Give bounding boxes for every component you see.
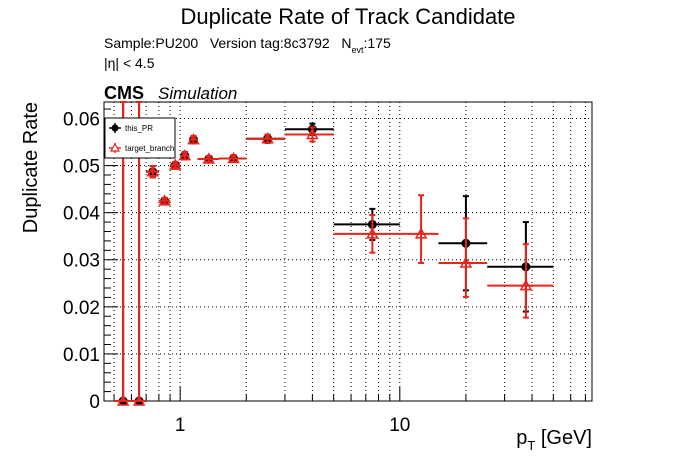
- legend-marker: [109, 142, 121, 152]
- nevt-subscript: evt: [351, 45, 364, 55]
- data-point: [227, 151, 240, 164]
- data-point: [116, 394, 130, 406]
- sample-label: Sample:PU200: [104, 35, 199, 51]
- experiment-label-block: CMS Simulation: [104, 83, 237, 104]
- legend-marker: [111, 124, 119, 132]
- simulation-label: Simulation: [158, 84, 238, 103]
- plot-frame: [103, 101, 593, 402]
- eta-cut-label: |η| < 4.5: [104, 55, 155, 71]
- data-point: [187, 133, 200, 145]
- y-tick-label: 0.06: [63, 109, 100, 130]
- x-axis-label-main: p: [516, 427, 527, 449]
- nevt-value: :175: [363, 35, 391, 51]
- cms-label: CMS: [104, 83, 144, 103]
- data-point: [261, 132, 274, 144]
- data-point: [459, 256, 473, 268]
- version-tag: Version tag:8c3792: [209, 35, 330, 51]
- x-tick-label: 10: [389, 415, 410, 436]
- data-point: [202, 152, 216, 164]
- grid-lines: [104, 102, 592, 402]
- x-tick-label: 1: [175, 415, 186, 436]
- data-series: [114, 101, 554, 406]
- data-point: [158, 194, 171, 206]
- axis-ticks: 1 10 0 0.01 0.02 0.03 0.04 0.05 0.06: [63, 108, 586, 436]
- x-axis-label-unit: [GeV]: [535, 427, 592, 449]
- data-point: [132, 394, 146, 406]
- data-point: [146, 165, 160, 177]
- y-axis-label: Duplicate Rate: [20, 102, 42, 233]
- legend-entries: this_PR target_branch: [109, 123, 174, 153]
- data-point: [366, 227, 379, 239]
- data-point: [519, 279, 533, 291]
- chart-title: Duplicate Rate of Track Candidate: [180, 4, 516, 29]
- series-target_branch: [114, 101, 554, 406]
- y-tick-label: 0.03: [63, 251, 100, 272]
- nevt-label: Nevt:175: [341, 35, 391, 55]
- x-axis-label-sub: T: [527, 438, 535, 453]
- x-axis-label: pT [GeV]: [516, 427, 592, 453]
- data-point: [414, 227, 428, 239]
- y-tick-label: 0: [89, 392, 100, 413]
- series-this_PR: [114, 101, 554, 406]
- y-tick-label: 0.02: [63, 298, 100, 319]
- legend-label: target_branch: [125, 144, 174, 153]
- legend: this_PR target_branch: [104, 117, 176, 159]
- y-tick-label: 0.01: [63, 345, 100, 366]
- sample-info-line: Sample:PU200 Version tag:8c3792 Nevt:175: [104, 35, 391, 55]
- data-point: [306, 127, 319, 140]
- data-point: [168, 158, 182, 170]
- nevt-symbol: N: [341, 35, 352, 51]
- data-point: [178, 149, 192, 161]
- legend-label: this_PR: [125, 124, 153, 133]
- y-tick-label: 0.04: [63, 204, 100, 225]
- y-tick-label: 0.05: [63, 157, 100, 178]
